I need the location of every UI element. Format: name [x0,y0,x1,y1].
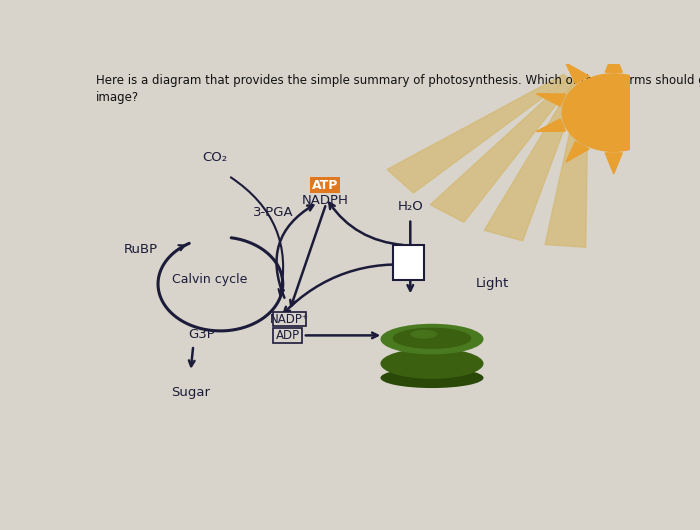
Circle shape [562,74,665,152]
Polygon shape [484,82,581,241]
Ellipse shape [381,348,484,379]
Ellipse shape [381,368,484,388]
Text: Here is a diagram that provides the simple summary of photosynthesis. Which of t: Here is a diagram that provides the simp… [96,74,700,104]
Polygon shape [566,63,589,84]
Text: 3-PGA: 3-PGA [253,206,293,219]
Polygon shape [638,63,661,84]
Text: RuBP: RuBP [124,243,158,256]
Text: Light: Light [475,278,509,290]
Polygon shape [566,142,589,162]
Text: ATP: ATP [312,179,338,192]
Polygon shape [606,51,622,72]
Ellipse shape [381,324,484,355]
Text: Calvin cycle: Calvin cycle [172,273,247,286]
FancyBboxPatch shape [273,312,306,326]
Polygon shape [606,153,622,174]
Polygon shape [638,142,661,162]
Polygon shape [536,94,566,106]
Polygon shape [387,74,568,193]
FancyBboxPatch shape [273,329,302,343]
Ellipse shape [410,330,438,339]
Text: Sugar: Sugar [171,386,210,399]
Polygon shape [662,94,691,106]
Text: G3P: G3P [188,329,215,341]
FancyBboxPatch shape [393,245,424,280]
Text: H₂O: H₂O [398,200,424,213]
Polygon shape [536,119,566,131]
Text: NADP⁺: NADP⁺ [270,313,309,326]
Ellipse shape [393,328,471,349]
Polygon shape [430,78,574,222]
Text: CO₂: CO₂ [202,151,228,164]
Polygon shape [545,84,588,247]
Polygon shape [662,119,691,131]
Text: NADPH: NADPH [302,194,349,207]
Text: ADP: ADP [276,329,300,342]
FancyBboxPatch shape [311,177,340,193]
